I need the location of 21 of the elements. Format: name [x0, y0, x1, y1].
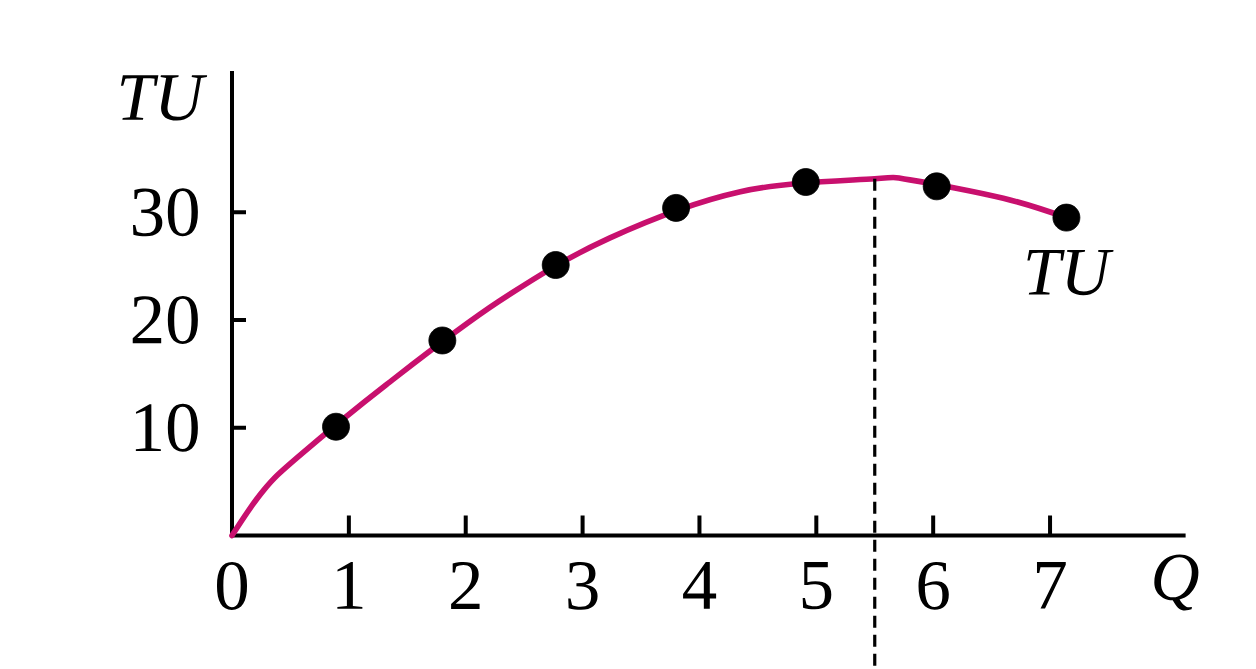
- x-tick-label: 2: [451, 562, 480, 610]
- y-tick-label: 30: [133, 188, 198, 237]
- x-tick-label: 7: [1036, 561, 1066, 609]
- point: [1052, 203, 1081, 232]
- x-tick-label: 5: [802, 561, 832, 610]
- series-label: TU: [1027, 249, 1114, 296]
- y-axis-title: TU: [120, 75, 208, 121]
- point: [662, 194, 690, 222]
- x-tick-label: 0: [216, 562, 248, 610]
- point: [791, 168, 820, 196]
- x-tick-label: 6: [918, 562, 949, 610]
- x-axis-title: Q: [1154, 554, 1199, 611]
- x-tick-label: 3: [568, 562, 598, 610]
- x-tick-label: 4: [683, 562, 717, 609]
- point: [428, 326, 457, 355]
- y-tick-label: 10: [135, 403, 198, 452]
- point: [922, 172, 951, 201]
- point: [541, 251, 570, 279]
- x-tick-label: 1: [337, 561, 363, 609]
- point: [322, 412, 350, 441]
- y-tick-label: 20: [132, 296, 198, 344]
